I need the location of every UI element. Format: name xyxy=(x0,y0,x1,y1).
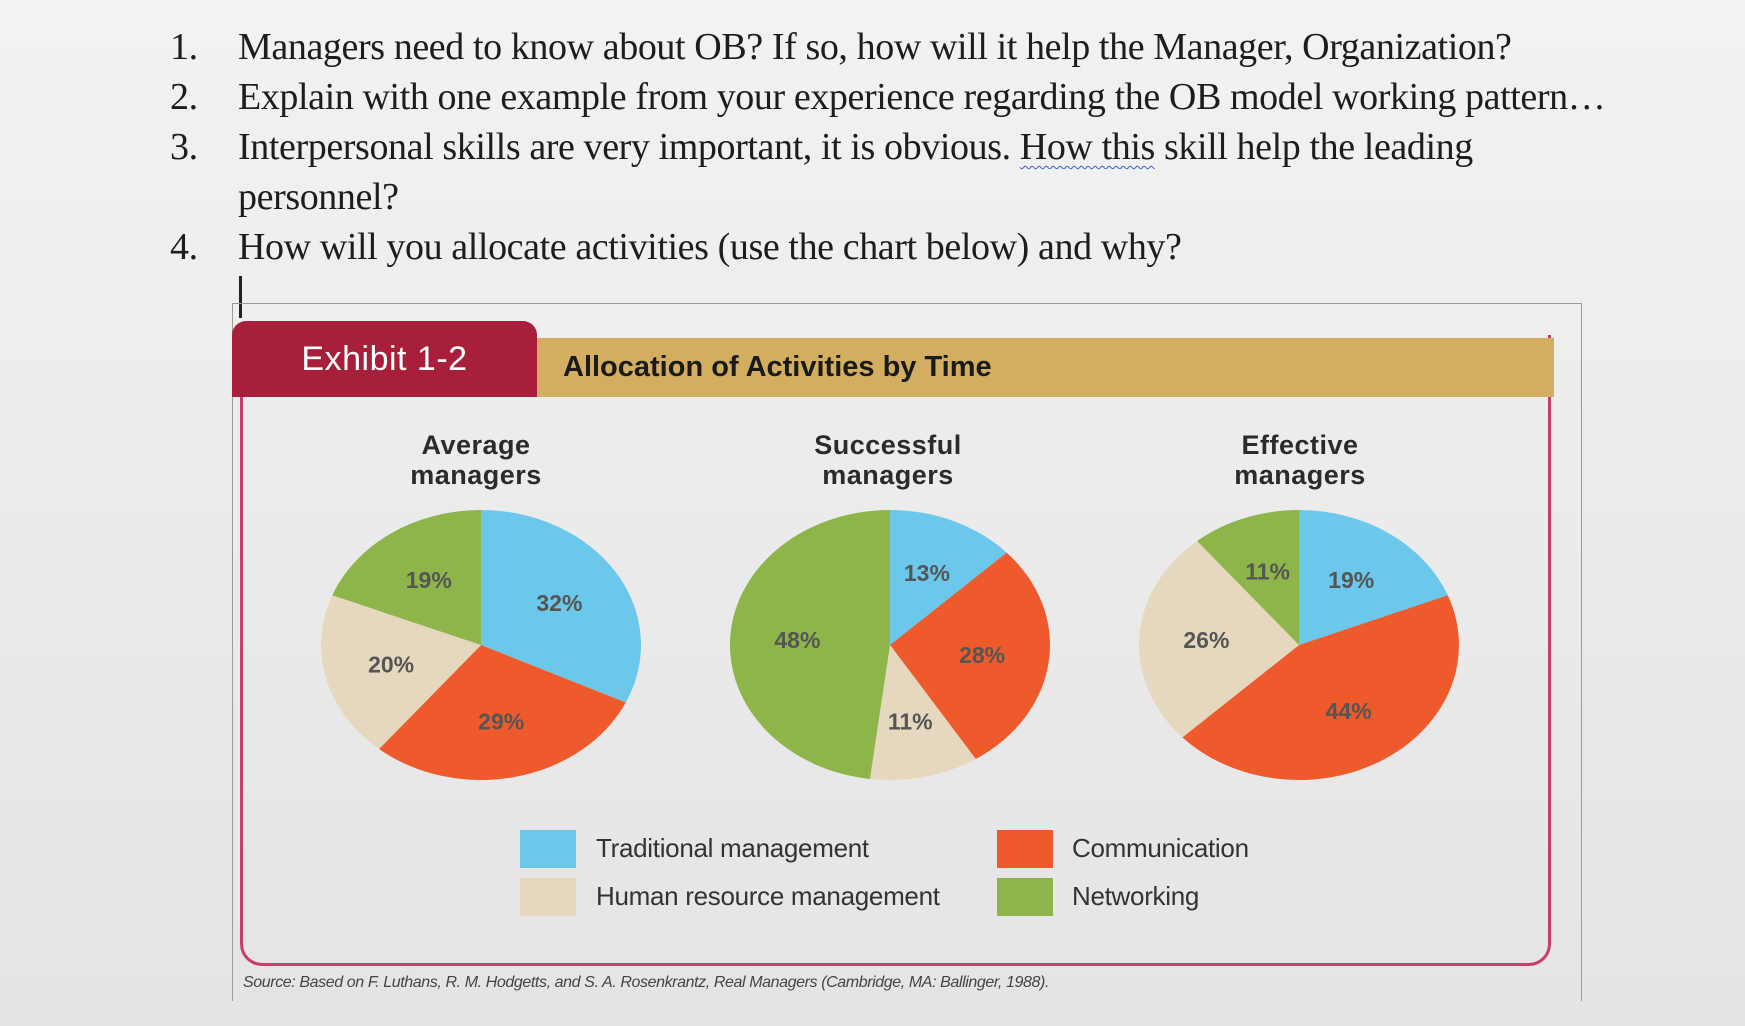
pie-slice-traditional xyxy=(890,510,1007,645)
pie-title-line2: managers xyxy=(1234,460,1366,490)
pie-slice-label: 44% xyxy=(1326,698,1372,724)
pie-slice-communication xyxy=(379,645,626,781)
pie-title-line1: Average xyxy=(421,430,531,460)
legend-swatch-networking xyxy=(997,878,1053,916)
pie-title-line1: Successful xyxy=(814,430,962,460)
pie-slice-hr xyxy=(1139,540,1299,738)
question-1: 1. Managers need to know about OB? If so… xyxy=(160,22,1660,72)
question-list: 1. Managers need to know about OB? If so… xyxy=(160,22,1660,272)
pie-title-effective: Effective managers xyxy=(1180,430,1420,490)
pie-chart-average: 32% 29% 20% 19% xyxy=(316,505,646,790)
pie-chart-successful: 13% 28% 11% 48% xyxy=(725,505,1055,790)
question-number: 4. xyxy=(170,226,198,268)
pie-slice-hr xyxy=(869,645,976,781)
question-text-part-c: skill help the leading xyxy=(1154,126,1473,168)
pie-svg: 13% 28% 11% 48% xyxy=(729,510,1050,781)
question-2: 2. Explain with one example from your ex… xyxy=(160,72,1660,122)
pie-slice-label: 32% xyxy=(536,590,582,616)
legend-label-hr: Human resource management xyxy=(596,881,940,911)
text-cursor xyxy=(239,276,242,318)
pie-title-line1: Effective xyxy=(1241,430,1359,460)
question-text: Managers need to know about OB? If so, h… xyxy=(238,26,1512,68)
source-citation: Source: Based on F. Luthans, R. M. Hodge… xyxy=(243,974,1049,991)
pie-slice-label: 28% xyxy=(959,642,1005,668)
pie-title-line2: managers xyxy=(410,460,542,490)
pie-slice-networking xyxy=(332,510,481,645)
pie-slice-communication xyxy=(890,552,1050,759)
pie-slice-hr xyxy=(321,595,481,750)
grammar-flagged-text[interactable]: How this xyxy=(1019,126,1155,168)
pie-slice-traditional xyxy=(481,510,641,703)
pie-title-successful: Successful managers xyxy=(768,430,1008,490)
pie-slice-label: 19% xyxy=(1328,567,1374,593)
pie-slice-label: 11% xyxy=(888,708,933,734)
question-4: 4. How will you allocate activities (use… xyxy=(160,222,1660,272)
legend-label-networking: Networking xyxy=(1072,881,1200,911)
question-3: 3. Interpersonal skills are very importa… xyxy=(160,122,1660,222)
exhibit-border xyxy=(232,303,1582,1001)
question-text-part-d: personnel? xyxy=(238,176,399,218)
legend-swatch-hr xyxy=(520,878,576,916)
question-text: Explain with one example from your exper… xyxy=(238,76,1606,118)
pie-slice-label: 11% xyxy=(1245,558,1290,584)
pie-svg: 19% 44% 26% 11% xyxy=(1139,510,1459,780)
question-text-part-a: Interpersonal skills are very important,… xyxy=(238,126,1020,168)
legend-swatch-traditional xyxy=(520,830,576,868)
pie-title-average: Average managers xyxy=(356,430,596,490)
legend-swatch-communication xyxy=(997,830,1053,868)
question-number: 3. xyxy=(170,126,198,168)
pie-title-line2: managers xyxy=(822,460,954,490)
pie-slice-label: 19% xyxy=(406,567,452,593)
question-text: How will you allocate activities (use th… xyxy=(238,226,1182,268)
legend-label-traditional: Traditional management xyxy=(596,833,869,863)
question-number: 1. xyxy=(170,26,198,68)
question-number: 2. xyxy=(170,76,198,118)
pie-slice-networking xyxy=(1197,510,1299,645)
exhibit-title: Allocation of Activities by Time xyxy=(537,338,1554,397)
pie-slice-label: 26% xyxy=(1183,627,1229,653)
pie-slice-communication xyxy=(1182,595,1459,780)
pie-slice-networking xyxy=(729,510,890,779)
pie-svg: 32% 29% 20% 19% xyxy=(321,510,641,781)
legend-label-communication: Communication xyxy=(1072,833,1249,863)
pie-slice-label: 48% xyxy=(774,627,820,653)
pie-slice-traditional xyxy=(1299,510,1448,645)
pie-slice-label: 13% xyxy=(904,560,950,586)
pie-chart-effective: 19% 44% 26% 11% xyxy=(1134,505,1464,790)
exhibit-badge: Exhibit 1-2 xyxy=(232,321,537,397)
exhibit-frame xyxy=(240,335,1551,966)
pie-slice-label: 20% xyxy=(368,652,414,678)
pie-slice-label: 29% xyxy=(478,708,524,734)
